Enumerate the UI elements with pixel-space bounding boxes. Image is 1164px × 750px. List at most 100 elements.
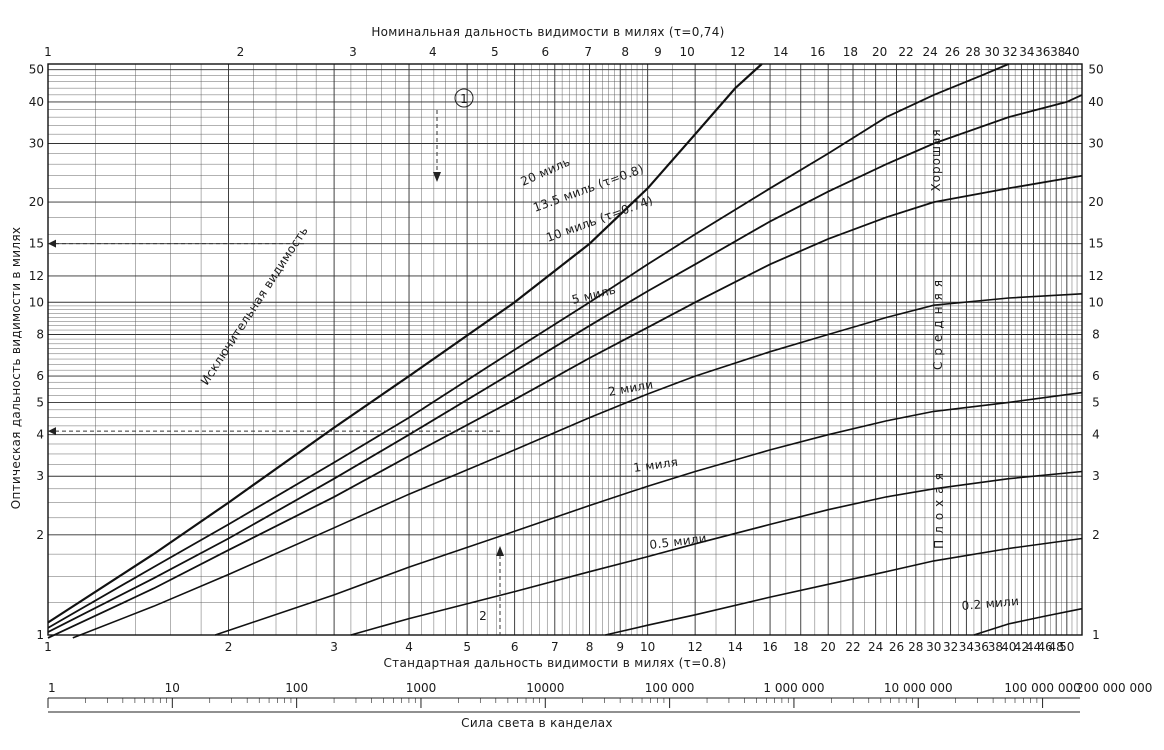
zone-label-medium: Средняя bbox=[931, 274, 945, 370]
candela-tick-label: 10000 bbox=[526, 681, 564, 695]
right-tick-label: 3 bbox=[1092, 469, 1100, 483]
bottom-tick-label: 6 bbox=[511, 640, 519, 654]
arrow-head-up bbox=[496, 546, 504, 556]
top-tick-label: 22 bbox=[898, 45, 913, 59]
plot-frame bbox=[47, 63, 1083, 636]
series-line bbox=[72, 293, 1083, 639]
bottom-tick-label: 9 bbox=[616, 640, 624, 654]
candela-tick-label: 10 000 000 bbox=[884, 681, 953, 695]
bottom-tick-label: 16 bbox=[762, 640, 777, 654]
bottom-tick-label: 44 bbox=[1026, 640, 1041, 654]
candela-tick-label: 1 000 000 bbox=[763, 681, 824, 695]
bottom-tick-label: 4 bbox=[405, 640, 413, 654]
candela-axis-title: Сила света в канделах bbox=[461, 716, 613, 730]
left-tick-label: 2 bbox=[36, 528, 44, 542]
candela-tick-label: 10 bbox=[165, 681, 180, 695]
bottom-tick-label: 22 bbox=[845, 640, 860, 654]
top-tick-label: 5 bbox=[491, 45, 499, 59]
bottom-tick-label: 7 bbox=[551, 640, 559, 654]
series-line bbox=[350, 470, 1083, 636]
right-tick-label: 5 bbox=[1092, 395, 1100, 409]
left-tick-label: 20 bbox=[29, 195, 44, 209]
right-tick-label: 20 bbox=[1088, 195, 1103, 209]
y-axis-title: Оптическая дальность видимости в милях bbox=[9, 227, 23, 510]
bottom-tick-label: 38 bbox=[988, 640, 1003, 654]
bottom-tick-label: 3 bbox=[330, 640, 338, 654]
bottom-tick-label: 46 bbox=[1037, 640, 1052, 654]
curve-label-1-mile: 1 миля bbox=[632, 455, 679, 475]
bottom-tick-label: 24 bbox=[868, 640, 883, 654]
top-tick-label: 30 bbox=[985, 45, 1000, 59]
series-line bbox=[47, 63, 763, 624]
candela-tick-label: 100 bbox=[285, 681, 308, 695]
candela-tick-label: 100 000 000 bbox=[1004, 681, 1080, 695]
top-axis-title: Номинальная дальность видимости в милях … bbox=[371, 25, 724, 39]
left-tick-label: 30 bbox=[29, 136, 44, 150]
top-tick-label: 32 bbox=[1002, 45, 1017, 59]
candela-tick-label: 200 000 000 bbox=[1076, 681, 1152, 695]
bottom-tick-label: 50 bbox=[1059, 640, 1074, 654]
left-tick-label: 15 bbox=[29, 237, 44, 251]
top-tick-label: 40 bbox=[1064, 45, 1079, 59]
right-tick-label: 6 bbox=[1092, 369, 1100, 383]
curve-label-0-5-miles: 0.5 мили bbox=[649, 531, 708, 552]
marker-2-label: 2 bbox=[479, 609, 487, 623]
zone-label-poor: Плохая bbox=[932, 467, 946, 549]
arrow-head-left-15 bbox=[48, 239, 56, 248]
top-tick-label: 14 bbox=[773, 45, 788, 59]
left-tick-label: 5 bbox=[36, 395, 44, 409]
bottom-axis-title: Стандартная дальность видимости в милях … bbox=[383, 656, 726, 670]
bottom-tick-label: 32 bbox=[943, 640, 958, 654]
arrow-head-left-4 bbox=[48, 427, 56, 436]
bottom-tick-label: 18 bbox=[793, 640, 808, 654]
left-tick-label: 1 bbox=[36, 628, 44, 642]
top-tick-label: 8 bbox=[621, 45, 629, 59]
left-tick-label: 4 bbox=[36, 428, 44, 442]
top-tick-label: 3 bbox=[349, 45, 357, 59]
top-tick-label: 12 bbox=[730, 45, 745, 59]
bottom-tick-label: 14 bbox=[728, 640, 743, 654]
series-line bbox=[973, 607, 1083, 636]
bottom-tick-label: 36 bbox=[974, 640, 989, 654]
right-tick-label: 4 bbox=[1092, 428, 1100, 442]
top-tick-label: 36 bbox=[1035, 45, 1050, 59]
right-tick-label: 1 bbox=[1092, 628, 1100, 642]
bottom-tick-label: 1 bbox=[44, 640, 52, 654]
right-tick-label: 30 bbox=[1088, 136, 1103, 150]
chart-curves bbox=[47, 63, 1083, 639]
bottom-tick-label: 48 bbox=[1049, 640, 1064, 654]
chart-tick-labels: 1 2 3 4 5 6 7 8 9 10 12 14 16 18 20 22 24 26 28 30 32 34 36384… bbox=[29, 45, 1153, 695]
series-line bbox=[214, 391, 1083, 636]
top-tick-label: 18 bbox=[843, 45, 858, 59]
candela-tick-label: 100 000 bbox=[645, 681, 695, 695]
bottom-tick-label: 10 bbox=[640, 640, 655, 654]
top-tick-label: 34 bbox=[1019, 45, 1034, 59]
right-tick-label: 15 bbox=[1088, 237, 1103, 251]
left-tick-label: 40 bbox=[29, 95, 44, 109]
top-tick-label: 26 bbox=[945, 45, 960, 59]
right-tick-label: 8 bbox=[1092, 327, 1100, 341]
candela-tick-label: 1 bbox=[48, 681, 56, 695]
chart-axes bbox=[47, 63, 1083, 713]
left-tick-label: 6 bbox=[36, 369, 44, 383]
right-tick-label: 40 bbox=[1088, 95, 1103, 109]
top-tick-label: 1 bbox=[44, 45, 52, 59]
series-line bbox=[605, 537, 1083, 636]
top-tick-label: 10 bbox=[680, 45, 695, 59]
bottom-tick-label: 8 bbox=[586, 640, 594, 654]
bottom-tick-label: 42 bbox=[1014, 640, 1029, 654]
top-tick-label: 6 bbox=[542, 45, 550, 59]
top-tick-label: 24 bbox=[923, 45, 938, 59]
left-tick-label: 10 bbox=[29, 295, 44, 309]
series-line bbox=[47, 94, 1083, 633]
top-tick-label: 28 bbox=[965, 45, 980, 59]
bottom-tick-label: 34 bbox=[959, 640, 974, 654]
left-tick-label: 3 bbox=[36, 469, 44, 483]
top-tick-label: 9 bbox=[654, 45, 662, 59]
bottom-tick-label: 5 bbox=[463, 640, 471, 654]
chart-grid bbox=[47, 63, 1082, 636]
right-tick-label: 50 bbox=[1088, 63, 1103, 77]
bottom-tick-label: 30 bbox=[926, 640, 941, 654]
series-line bbox=[47, 174, 1083, 639]
